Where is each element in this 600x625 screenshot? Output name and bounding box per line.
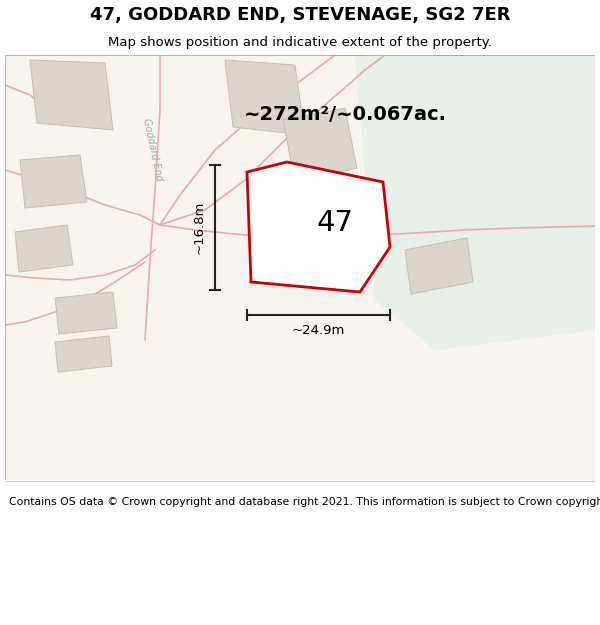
- Polygon shape: [20, 155, 87, 208]
- Polygon shape: [247, 162, 390, 292]
- Polygon shape: [405, 238, 473, 294]
- Text: 47, GODDARD END, STEVENAGE, SG2 7ER: 47, GODDARD END, STEVENAGE, SG2 7ER: [90, 6, 510, 24]
- Polygon shape: [283, 108, 357, 182]
- Text: ~16.8m: ~16.8m: [193, 201, 205, 254]
- Text: ~272m²/~0.067ac.: ~272m²/~0.067ac.: [244, 106, 446, 124]
- Text: Map shows position and indicative extent of the property.: Map shows position and indicative extent…: [108, 36, 492, 49]
- Polygon shape: [355, 55, 595, 350]
- Text: Goddard End: Goddard End: [142, 118, 164, 182]
- Polygon shape: [30, 60, 113, 130]
- Polygon shape: [55, 336, 112, 372]
- Polygon shape: [15, 225, 73, 272]
- Text: Contains OS data © Crown copyright and database right 2021. This information is : Contains OS data © Crown copyright and d…: [9, 498, 600, 508]
- Text: ~24.9m: ~24.9m: [292, 324, 345, 338]
- Text: 47: 47: [316, 209, 353, 237]
- Polygon shape: [225, 60, 305, 135]
- Polygon shape: [55, 292, 117, 334]
